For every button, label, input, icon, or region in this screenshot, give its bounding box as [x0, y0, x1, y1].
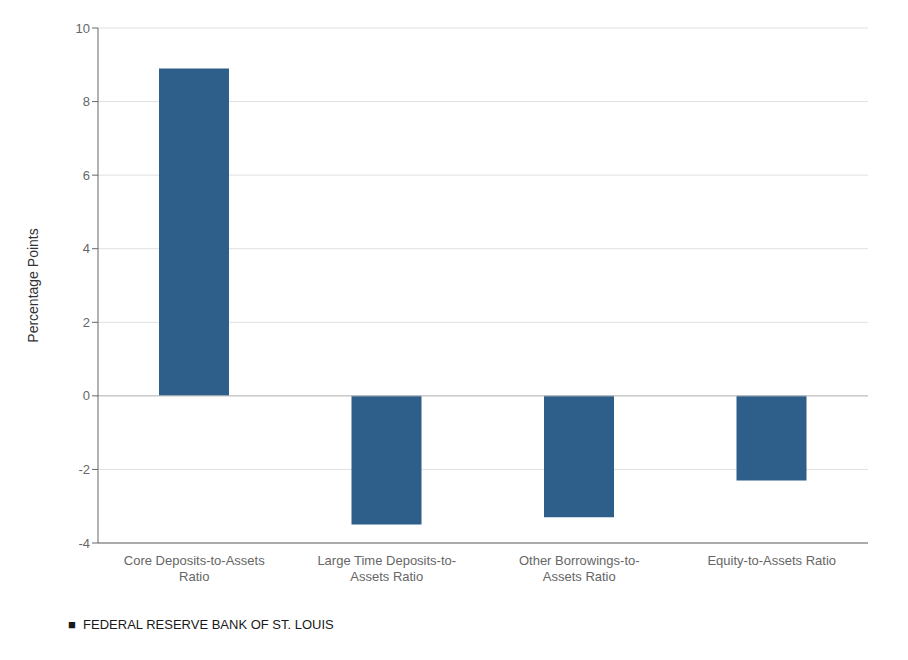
svg-text:8: 8 — [83, 94, 90, 109]
svg-text:4: 4 — [83, 241, 90, 256]
svg-text:Equity-to-Assets Ratio: Equity-to-Assets Ratio — [707, 553, 836, 568]
svg-text:Core Deposits-to-AssetsRatio: Core Deposits-to-AssetsRatio — [124, 553, 265, 584]
svg-text:-2: -2 — [78, 462, 90, 477]
svg-text:0: 0 — [83, 388, 90, 403]
svg-text:10: 10 — [76, 21, 90, 36]
svg-text:Other Borrowings-to-Assets Rat: Other Borrowings-to-Assets Ratio — [519, 553, 640, 584]
svg-text:Percentage Points: Percentage Points — [25, 228, 41, 342]
svg-text:Large Time Deposits-to-Assets: Large Time Deposits-to-Assets Ratio — [317, 553, 456, 584]
html-text:■ FEDERAL RESERVE BANK OF ST.: ■ FEDERAL RESERVE BANK OF ST. LOUIS — [68, 617, 334, 632]
svg-text:-4: -4 — [78, 536, 90, 551]
svg-text:6: 6 — [83, 168, 90, 183]
svg-text:2: 2 — [83, 315, 90, 330]
